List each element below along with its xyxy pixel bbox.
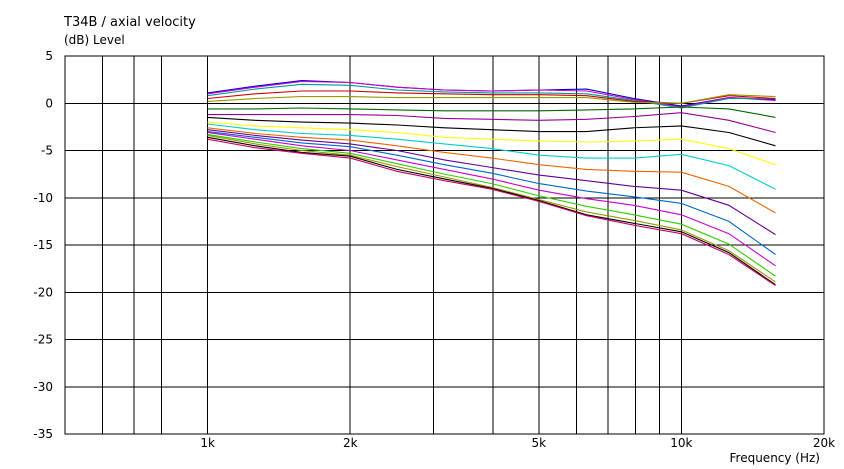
x-tick-labels: 1k 2k 5k 10k 20k <box>200 436 835 450</box>
y-tick-label: -30 <box>33 380 53 394</box>
grid <box>65 55 824 435</box>
series-line-14 <box>207 131 776 267</box>
series-layer <box>207 80 776 287</box>
series-line-3 <box>207 83 776 109</box>
series-line-12 <box>207 129 776 236</box>
series-line-16 <box>207 134 776 283</box>
series-line-10 <box>207 123 776 190</box>
plot-frame <box>64 55 825 435</box>
y-tick-label: -20 <box>33 285 53 299</box>
x-tick-label: 1k <box>200 436 215 450</box>
series-line-11 <box>207 127 776 214</box>
y-tick-label: -15 <box>33 238 53 252</box>
y-tick-label: -25 <box>33 333 53 347</box>
series-line-8 <box>207 116 776 147</box>
y-tick-labels: 5 0 -5 -10 -15 -20 -25 -30 -35 <box>33 49 53 441</box>
x-tick-label: 5k <box>531 436 546 450</box>
x-axis-label: Frequency (Hz) <box>730 451 821 465</box>
series-line-18 <box>207 138 776 287</box>
x-tick-label: 10k <box>670 436 692 450</box>
series-line-17 <box>207 136 776 286</box>
x-tick-label: 20k <box>813 436 835 450</box>
series-line-13 <box>207 131 776 255</box>
y-tick-label: 5 <box>45 49 53 63</box>
x-tick-label: 2k <box>343 436 358 450</box>
series-line-9 <box>207 121 776 166</box>
y-tick-label: 0 <box>45 96 53 110</box>
y-tick-label: -10 <box>33 191 53 205</box>
y-axis-label: (dB) Level <box>64 33 125 47</box>
y-tick-label: -5 <box>41 144 53 158</box>
series-line-5 <box>207 94 776 104</box>
chart-title: T34B / axial velocity <box>63 15 196 30</box>
series-line-6 <box>207 106 776 118</box>
series-line-7 <box>207 112 776 134</box>
series-line-15 <box>207 133 776 277</box>
y-tick-label: -35 <box>33 427 53 441</box>
